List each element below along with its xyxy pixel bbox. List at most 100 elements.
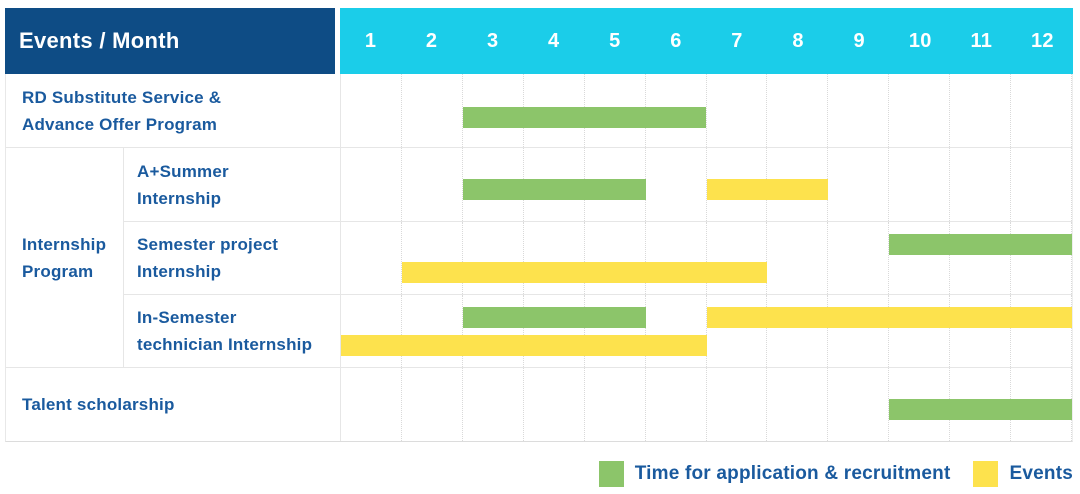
month-grid-column	[524, 368, 585, 441]
month-grid-column	[585, 368, 646, 441]
month-grid-column	[950, 148, 1012, 221]
row-in-semester-technician-internship: In-Semester technician Internship	[124, 294, 1073, 367]
row-label-line: A+Summer	[137, 161, 229, 181]
month-label-3: 3	[486, 29, 499, 52]
table-body: RD Substitute Service & Advance Offer Pr…	[5, 74, 1073, 442]
row-label: Semester project Internship	[124, 222, 340, 294]
month-grid-column	[1011, 148, 1073, 221]
month-grid-column	[1011, 222, 1073, 294]
row-label: A+Summer Internship	[124, 148, 340, 221]
gantt-bar-event	[341, 335, 707, 356]
month-grid-column	[889, 222, 951, 294]
row-label-line: In-Semester	[137, 308, 237, 327]
month-grid-column	[828, 148, 890, 221]
gantt-track	[340, 295, 1073, 367]
group-subrows: A+Summer Internship Semester project Int…	[124, 148, 1073, 367]
group-internship-program: Internship Program A+Summer Internship S…	[6, 147, 1073, 367]
gantt-bar-event	[401, 262, 768, 283]
month-label-2: 2	[425, 29, 438, 52]
gantt-bar-recruitment	[889, 399, 1072, 420]
month-grid-column	[402, 148, 463, 221]
month-label-9: 9	[853, 29, 865, 52]
legend-item-recruitment: Time for application & recruitment	[598, 461, 951, 487]
month-grid-column	[402, 295, 463, 367]
month-grid-column	[646, 148, 707, 221]
legend: Time for application & recruitment Event…	[598, 461, 1073, 487]
month-grid-column	[341, 295, 402, 367]
gantt-track	[340, 148, 1073, 221]
month-grid-column	[889, 148, 951, 221]
row-label-line: Advance Offer Program	[22, 114, 218, 134]
gantt-track	[340, 368, 1073, 441]
month-label-7: 7	[731, 29, 743, 52]
group-label-line: Internship	[22, 234, 107, 254]
month-grid-column	[463, 295, 524, 367]
month-grid-column	[585, 295, 646, 367]
month-grid-column	[767, 368, 829, 441]
legend-item-events: Events	[973, 461, 1073, 487]
month-grid-column	[707, 368, 768, 441]
gantt-bar-recruitment	[462, 179, 646, 200]
month-grid-column	[767, 74, 829, 147]
month-grid-column	[463, 368, 524, 441]
month-grid-column	[707, 74, 768, 147]
month-label-10: 10	[908, 29, 932, 52]
gantt-bar-recruitment	[889, 234, 1072, 255]
month-label-6: 6	[670, 29, 682, 52]
month-label-5: 5	[609, 29, 621, 52]
month-grid-column	[707, 295, 768, 367]
row-label-line: Talent scholarship	[22, 395, 175, 414]
schedule-table: Events / Month 1 2 3 4 5 6 7 8 9 10 11 1…	[5, 8, 1073, 442]
month-grid-column	[889, 295, 951, 367]
month-grid-column	[646, 368, 707, 441]
legend-label: Events	[1009, 463, 1073, 484]
month-grid-column	[950, 222, 1012, 294]
table-header-row: Events / Month 1 2 3 4 5 6 7 8 9 10 11 1…	[5, 8, 1073, 74]
gantt-bar-recruitment	[462, 307, 646, 328]
month-label-8: 8	[792, 29, 804, 52]
row-a-plus-summer-internship: A+Summer Internship	[124, 148, 1073, 221]
legend-label: Time for application & recruitment	[634, 463, 951, 484]
group-label-line: Program	[22, 261, 94, 281]
month-grid-column	[950, 295, 1012, 367]
row-label-line: Semester project	[137, 235, 279, 254]
row-label-line: technician Internship	[137, 335, 313, 354]
month-grid-column	[889, 74, 951, 147]
gantt-track	[340, 222, 1073, 294]
row-label-line: Internship	[137, 188, 222, 208]
row-rd-substitute-service: RD Substitute Service & Advance Offer Pr…	[6, 74, 1073, 147]
month-grid-column	[828, 295, 890, 367]
month-grid-column	[341, 148, 402, 221]
month-grid-column	[402, 368, 463, 441]
header-divider	[335, 8, 340, 74]
month-grid-column	[341, 74, 402, 147]
gantt-bar-event	[706, 307, 1072, 328]
month-header-strip: 1 2 3 4 5 6 7 8 9 10 11 12	[340, 8, 1073, 74]
month-grid-column	[402, 222, 463, 294]
month-grid-column	[828, 222, 890, 294]
events-month-header-cell: Events / Month	[5, 8, 335, 74]
row-label: RD Substitute Service & Advance Offer Pr…	[6, 74, 340, 147]
month-grid-column	[767, 295, 829, 367]
month-grid-column	[707, 222, 768, 294]
month-grid-column	[402, 74, 463, 147]
month-grid-column	[341, 222, 402, 294]
month-grid-column	[1011, 74, 1073, 147]
row-label: Talent scholarship	[6, 368, 340, 441]
gantt-bar-recruitment	[462, 107, 707, 128]
month-grid-column	[585, 222, 646, 294]
month-label-4: 4	[548, 29, 560, 52]
month-grid-column	[341, 368, 402, 441]
gantt-bar-event	[706, 179, 829, 200]
month-grid-column	[524, 222, 585, 294]
row-label-line: RD Substitute Service &	[22, 87, 222, 107]
row-label: In-Semester technician Internship	[124, 295, 340, 367]
row-semester-project-internship: Semester project Internship	[124, 221, 1073, 294]
table-title: Events / Month	[19, 28, 180, 53]
month-grid-column	[950, 74, 1012, 147]
month-grid-column	[767, 222, 829, 294]
yellow-swatch-icon	[973, 461, 999, 487]
group-label-cell: Internship Program	[6, 148, 124, 367]
gantt-track	[340, 74, 1073, 147]
